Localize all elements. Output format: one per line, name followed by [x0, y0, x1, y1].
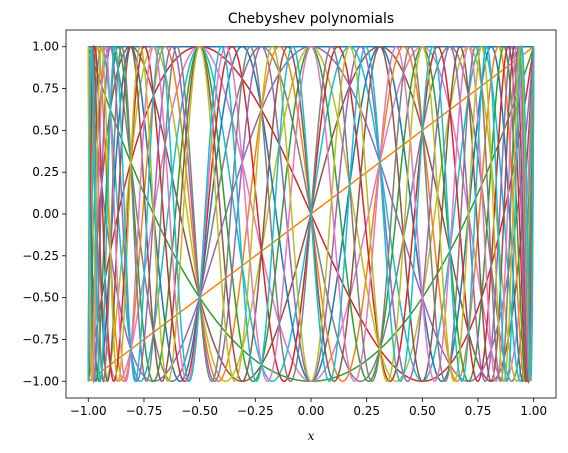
plot-frame — [65, 29, 557, 399]
series-line-t16 — [87, 45, 535, 383]
x-axis-label: x — [308, 429, 315, 443]
x-tick-label: −0.50 — [181, 404, 218, 418]
y-tick-label: −0.25 — [22, 249, 59, 263]
x-tick-label: −1.00 — [70, 404, 107, 418]
y-tick-label: 0.75 — [32, 82, 59, 96]
y-tick-label: 1.00 — [32, 40, 59, 54]
series-line-t19 — [87, 45, 535, 383]
x-axis-ticks: −1.00 −0.75 −0.50 −0.25 0.00 0.25 0.50 0.75 1.00 — [70, 398, 547, 418]
x-tick-label: −0.75 — [126, 404, 163, 418]
x-tick-label: 0.75 — [465, 404, 492, 418]
chart-title: Chebyshev polynomials — [228, 11, 394, 27]
series-group — [87, 44, 535, 385]
x-tick-label: 0.00 — [298, 404, 325, 418]
y-tick-label: −0.50 — [22, 291, 59, 305]
x-tick-label: 1.00 — [520, 404, 547, 418]
y-tick-label: −1.00 — [22, 374, 59, 388]
series-line-t18 — [87, 44, 535, 383]
y-tick-label: −0.75 — [22, 332, 59, 346]
y-axis-ticks: −1.00 −0.75 −0.50 −0.25 0.00 0.25 0.50 0.75 1.00 — [22, 40, 66, 388]
x-tick-label: 0.50 — [409, 404, 436, 418]
y-tick-label: 0.25 — [32, 165, 59, 179]
x-tick-label: −0.25 — [237, 404, 274, 418]
y-tick-label: 0.00 — [32, 207, 59, 221]
y-tick-label: 0.50 — [32, 123, 59, 137]
x-tick-label: 0.25 — [353, 404, 380, 418]
